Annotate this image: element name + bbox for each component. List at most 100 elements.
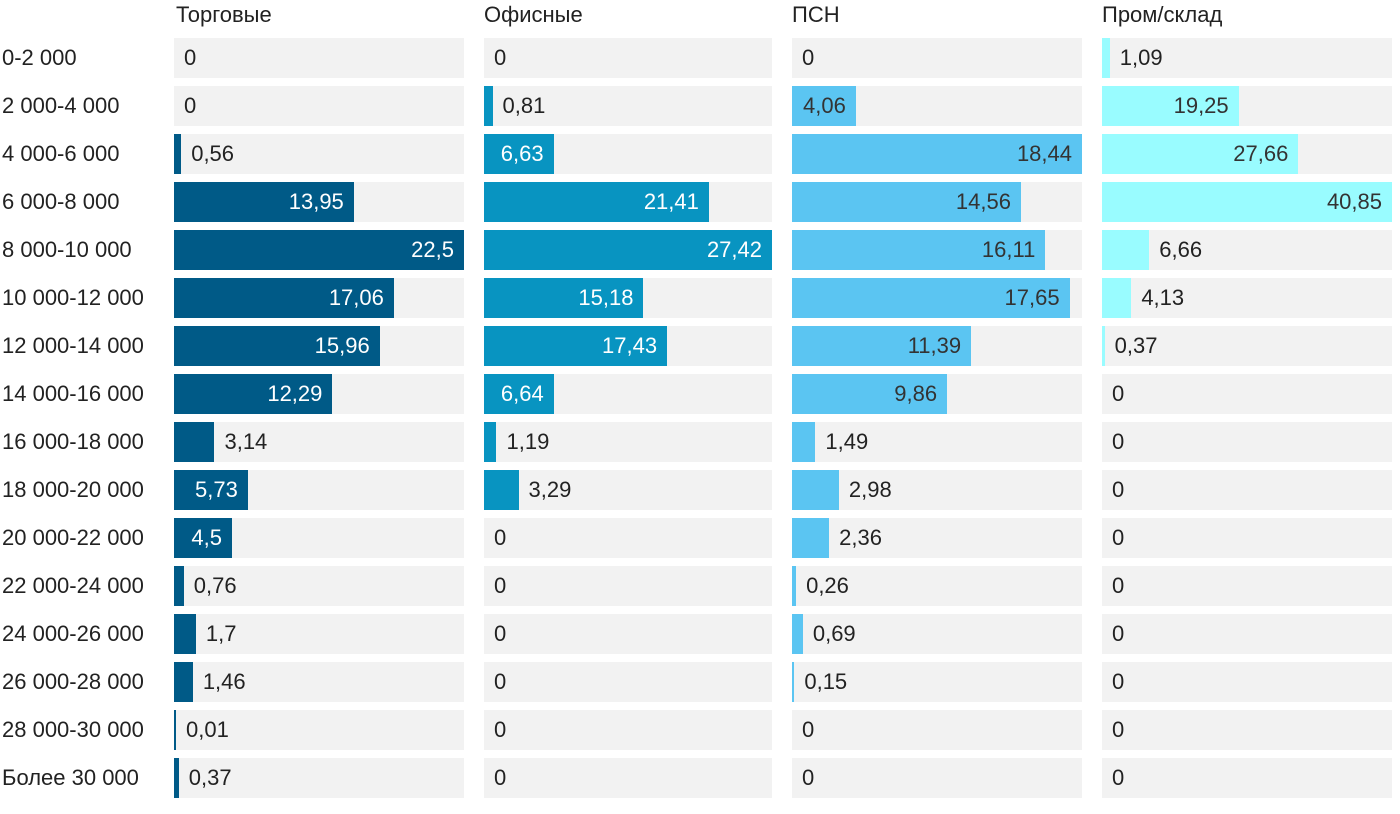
bar-track: 0 <box>174 86 464 126</box>
bar-value-label: 0 <box>1112 573 1125 598</box>
bar-value-label: 4,13 <box>1141 285 1185 310</box>
bar <box>174 134 182 174</box>
bar <box>174 662 193 702</box>
column-title-1: Торговые <box>176 2 272 27</box>
bar-track: 1,49 <box>792 422 1082 462</box>
bar-track: 1,46 <box>174 662 464 702</box>
bar-value-label: 14,56 <box>955 189 1011 214</box>
bar-track: 13,95 <box>174 182 464 222</box>
bar-value-label: 0 <box>1112 381 1125 406</box>
bar-value-label: 4,06 <box>803 93 846 118</box>
bar-value-label: 3,29 <box>528 477 572 502</box>
bar-value-label: 0,37 <box>188 765 232 790</box>
bar-value-label: 0 <box>184 93 197 118</box>
bar-track: 0,76 <box>174 566 464 606</box>
bar-value-label: 6,66 <box>1159 237 1203 262</box>
bar-value-label: 0,26 <box>806 573 849 598</box>
bar <box>484 278 644 318</box>
bar-value-label: 1,46 <box>202 669 246 694</box>
bar-track: 0 <box>484 710 772 750</box>
bar-track: 0,15 <box>792 662 1082 702</box>
bar-value-label: 1,19 <box>506 429 550 454</box>
bar <box>484 134 554 174</box>
bar-track: 2,36 <box>792 518 1082 558</box>
bar-value-label: 0,15 <box>804 669 848 694</box>
bar-track: 0 <box>484 662 772 702</box>
bar-value-label: 0,37 <box>1114 333 1158 358</box>
bar-track: 18,44 <box>792 134 1082 174</box>
bar <box>174 758 179 798</box>
bar-value-label: 21,41 <box>643 189 699 214</box>
bar-value-label: 19,25 <box>1173 93 1229 118</box>
bar-value-label: 0 <box>1112 429 1125 454</box>
bar <box>484 86 493 126</box>
category-label: 14 000-16 000 <box>2 381 144 406</box>
bar <box>174 422 215 462</box>
bar-track: 21,41 <box>484 182 772 222</box>
bar <box>174 518 232 558</box>
bar-track: 0 <box>792 758 1082 798</box>
bar-track: 0 <box>1102 758 1392 798</box>
category-label: 28 000-30 000 <box>2 717 144 742</box>
bar <box>792 422 816 462</box>
column-title-4: Пром/склад <box>1102 2 1223 27</box>
bar <box>174 710 176 750</box>
bar-track: 22,5 <box>174 230 464 270</box>
bar-value-label: 0 <box>1112 669 1125 694</box>
bar-value-label: 5,73 <box>195 477 238 502</box>
bar-value-label: 3,14 <box>224 429 268 454</box>
bar-value-label: 17,06 <box>328 285 384 310</box>
bar-value-label: 22,5 <box>411 237 454 262</box>
bar-value-label: 15,96 <box>314 333 370 358</box>
bar-track: 2,98 <box>792 470 1082 510</box>
bar-track: 0,37 <box>1102 326 1392 366</box>
bar-track: 0 <box>1102 374 1392 414</box>
bar-value-label: 17,43 <box>602 333 658 358</box>
bar-value-label: 0 <box>494 765 507 790</box>
bar-track: 0 <box>174 38 464 78</box>
bar <box>792 278 1070 318</box>
bar-track: 1,19 <box>484 422 772 462</box>
category-label: 26 000-28 000 <box>2 669 144 694</box>
bar-track: 0 <box>484 566 772 606</box>
bar <box>1102 230 1150 270</box>
bar <box>792 230 1046 270</box>
bar <box>792 374 948 414</box>
category-label: 4 000-6 000 <box>2 141 120 166</box>
category-label: 2 000-4 000 <box>2 93 120 118</box>
bar-value-label: 0 <box>802 765 815 790</box>
category-label: Более 30 000 <box>2 765 139 790</box>
bar <box>792 182 1021 222</box>
bar-value-label: 0 <box>494 717 507 742</box>
bar-track: 17,65 <box>792 278 1082 318</box>
bar-track: 9,86 <box>792 374 1082 414</box>
bar-value-label: 18,44 <box>1016 141 1072 166</box>
bar-track: 0,26 <box>792 566 1082 606</box>
bar-track: 0 <box>792 38 1082 78</box>
bar-value-label: 11,39 <box>907 333 962 358</box>
bar-track: 6,63 <box>484 134 772 174</box>
category-label: 20 000-22 000 <box>2 525 144 550</box>
bar-value-label: 16,11 <box>981 237 1036 262</box>
bar-value-label: 40,85 <box>1326 189 1382 214</box>
category-label: 18 000-20 000 <box>2 477 144 502</box>
bar-track: 1,7 <box>174 614 464 654</box>
bar <box>484 182 709 222</box>
bar-track: 0,01 <box>174 710 464 750</box>
bar-track: 0 <box>792 710 1082 750</box>
bar <box>1102 86 1239 126</box>
bar <box>174 326 380 366</box>
bar-track: 19,25 <box>1102 86 1392 126</box>
category-label: 12 000-14 000 <box>2 333 144 358</box>
bar-value-label: 0 <box>1112 621 1125 646</box>
bar-value-label: 0 <box>1112 477 1125 502</box>
bar <box>484 470 519 510</box>
category-label: 24 000-26 000 <box>2 621 144 646</box>
bar-value-label: 0 <box>494 669 507 694</box>
bar-value-label: 0,81 <box>502 93 546 118</box>
bar-value-label: 15,18 <box>578 285 634 310</box>
bar-value-label: 12,29 <box>267 381 323 406</box>
bar <box>484 230 772 270</box>
bar-value-label: 0,56 <box>191 141 235 166</box>
bar-value-label: 1,09 <box>1119 45 1163 70</box>
